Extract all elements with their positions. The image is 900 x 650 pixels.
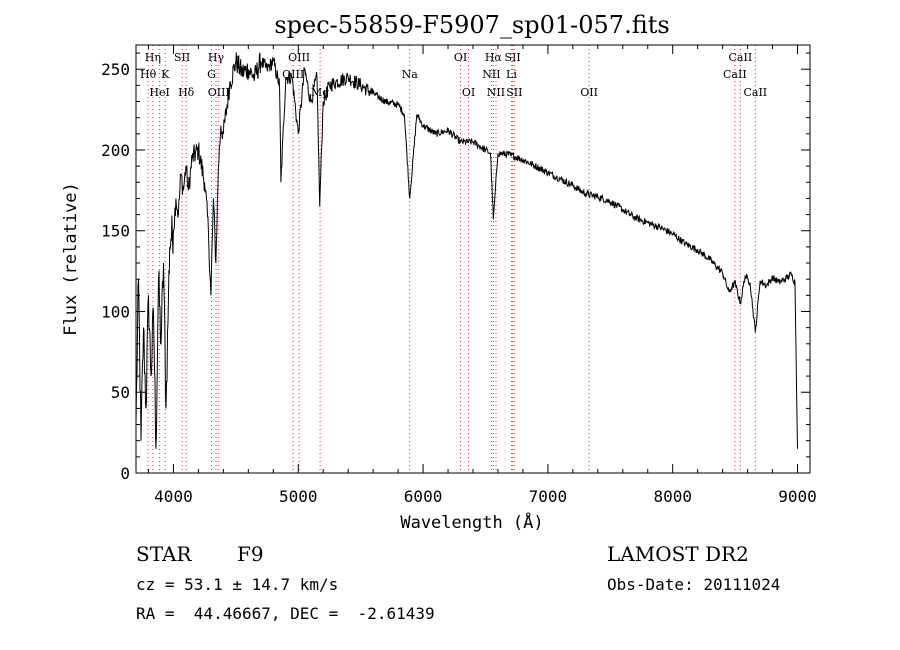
line-marker-label: Na — [402, 68, 419, 81]
line-marker-label: HeI — [149, 86, 169, 99]
line-marker-label: NII — [482, 68, 500, 81]
x-tick-label: 7000 — [529, 487, 568, 506]
line-marker-label: CaII — [743, 86, 767, 99]
redshift-text: cz = 53.1 ± 14.7 km/s — [136, 575, 339, 594]
line-marker-label: NII — [487, 86, 505, 99]
y-tick-label: 200 — [101, 141, 130, 160]
y-tick-label: 150 — [101, 222, 130, 241]
survey-name: LAMOST DR2 — [607, 542, 749, 566]
line-marker-label: CaII — [729, 51, 753, 64]
y-tick-label: 0 — [120, 464, 130, 483]
x-axis-label: Wavelength (Å) — [400, 511, 543, 533]
x-tick-label: 6000 — [404, 487, 443, 506]
line-marker-label: Hα — [485, 51, 503, 64]
coordinates: RA = 44.46667, DEC = -2.61439 — [136, 604, 435, 623]
line-marker-label: OIII — [288, 51, 310, 64]
x-tick-label: 8000 — [653, 487, 692, 506]
object-class: STAR — [136, 542, 192, 566]
object-subclass: F9 — [237, 542, 264, 566]
line-marker-label: OI — [462, 86, 475, 99]
spectrum-series-line — [135, 52, 798, 449]
y-axis: 0 50 100 150 200 250 — [101, 52, 810, 483]
x-axis: 4000 5000 6000 7000 8000 9000 — [147, 45, 817, 506]
x-tick-label: 4000 — [154, 487, 193, 506]
y-tick-label: 250 — [101, 60, 130, 79]
spectral-line-labels: HηHθHeIKSIIHδHγGOIIIOIIIOIIIMgNaOIOIHαNI… — [140, 51, 767, 99]
y-axis-label: Flux (relative) — [61, 182, 81, 336]
spectral-line-markers — [147, 45, 756, 473]
line-marker-label: Hγ — [208, 51, 225, 64]
line-marker-label: K — [161, 68, 170, 81]
line-marker-label: OII — [580, 86, 598, 99]
line-marker-label: G — [207, 68, 216, 81]
line-marker-label: OI — [454, 51, 467, 64]
line-marker-label: SII — [506, 86, 522, 99]
line-marker-label: OIII — [208, 86, 230, 99]
x-tick-label: 5000 — [279, 487, 318, 506]
x-tick-label: 9000 — [778, 487, 817, 506]
line-marker-label: Li — [506, 68, 517, 81]
line-marker-label: Hδ — [178, 86, 195, 99]
line-marker-label: CaII — [723, 68, 747, 81]
line-marker-label: SII — [504, 51, 520, 64]
y-tick-label: 100 — [101, 302, 130, 321]
obs-date: Obs-Date: 20111024 — [607, 575, 781, 594]
line-marker-label: SII — [174, 51, 190, 64]
chart-title: spec-55859-F5907_sp01-057.fits — [274, 11, 669, 39]
y-tick-label: 50 — [111, 383, 130, 402]
line-marker-label: Hθ — [140, 68, 157, 81]
line-marker-label: Hη — [145, 51, 161, 64]
